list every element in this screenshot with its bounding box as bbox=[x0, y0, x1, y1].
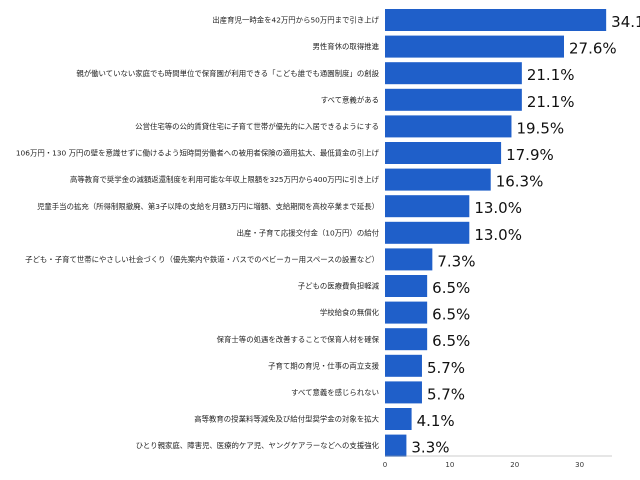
category-label: 106万円・130 万円の壁を意識せずに働けるよう短時間労働者への被用者保険の適… bbox=[16, 149, 380, 158]
x-tick-label: 30 bbox=[575, 461, 584, 469]
value-label: 3.3% bbox=[411, 439, 449, 457]
bar bbox=[385, 381, 422, 404]
bar bbox=[385, 328, 428, 351]
category-label: すべて意義を感じられない bbox=[291, 388, 379, 397]
value-label: 13.0% bbox=[474, 226, 522, 244]
value-label: 17.9% bbox=[506, 146, 554, 164]
value-label: 16.3% bbox=[496, 173, 544, 191]
value-label: 27.6% bbox=[569, 40, 617, 58]
category-label: 親が働いていない家庭でも時間単位で保育園が利用できる「こども誰でも通園制度」の創… bbox=[76, 69, 379, 78]
bar bbox=[385, 168, 491, 191]
category-label: 児童手当の拡充（所得制限撤廃、第3子以降の支給を月額3万円に増額、支給期間を高校… bbox=[37, 202, 379, 211]
bar bbox=[385, 275, 428, 297]
bar bbox=[385, 434, 407, 457]
category-label: 高等教育で奨学金の減額返還制度を利用可能な年収上限額を325万円から400万円に… bbox=[70, 175, 380, 184]
category-label: 子どもの医療費負担軽減 bbox=[298, 282, 380, 291]
category-label: 出産育児一時金を42万円から50万円まで引き上げ bbox=[212, 16, 379, 25]
value-labels-layer: 34.1% 27.6% 21.1% 21.1% 19.5% 17.9% 16.3% 13.0%… bbox=[411, 13, 640, 457]
category-label: すべて意義がある bbox=[321, 95, 379, 104]
bar bbox=[385, 301, 428, 324]
value-label: 6.5% bbox=[432, 332, 470, 350]
value-label: 5.7% bbox=[427, 385, 465, 403]
category-label: 子ども・子育て世帯にやさしい社会づくり（優先案内や鉄道・バスでのベビーカー用スペ… bbox=[25, 255, 379, 264]
value-label: 21.1% bbox=[527, 93, 575, 111]
value-label: 6.5% bbox=[432, 279, 470, 297]
bar bbox=[385, 115, 512, 138]
bar bbox=[385, 88, 522, 111]
x-tick-label: 0 bbox=[383, 461, 387, 469]
x-tick-label: 20 bbox=[510, 461, 519, 469]
value-label: 5.7% bbox=[427, 359, 465, 377]
x-tick-label: 10 bbox=[445, 461, 454, 469]
category-label: 公営住宅等の公的賃貸住宅に子育て世帯が優先的に入居できるようにする bbox=[135, 122, 379, 131]
category-label: 男性育休の取得推進 bbox=[312, 42, 379, 51]
category-label: 保育士等の処遇を改善することで保育人材を確保 bbox=[217, 335, 380, 344]
category-label: ひとり親家庭、障害児、医療的ケア児、ヤングケアラーなどへの支援強化 bbox=[136, 441, 380, 450]
bar bbox=[385, 354, 422, 377]
value-label: 34.1% bbox=[611, 13, 640, 31]
value-label: 21.1% bbox=[527, 66, 575, 84]
bar bbox=[385, 35, 565, 58]
value-label: 13.0% bbox=[474, 199, 522, 217]
bar bbox=[385, 9, 607, 31]
bars-layer bbox=[385, 9, 607, 457]
bar bbox=[385, 248, 433, 271]
value-label: 7.3% bbox=[437, 252, 475, 270]
bar bbox=[385, 195, 470, 218]
category-label: 学校給食の無償化 bbox=[320, 308, 380, 317]
category-label: 子育て期の育児・仕事の両立支援 bbox=[268, 361, 379, 370]
category-label: 出産・子育て応援交付金（10万円）の給付 bbox=[237, 228, 380, 237]
bar bbox=[385, 408, 412, 430]
category-label: 高等教育の授業料等減免及び給付型奨学金の対象を拡大 bbox=[194, 415, 379, 424]
category-labels-layer: 出産育児一時金を42万円から50万円まで引き上げ男性育休の取得推進親が働いていな… bbox=[16, 16, 380, 451]
x-axis: 0 10 20 30 bbox=[383, 455, 612, 469]
bar bbox=[385, 142, 502, 164]
bar bbox=[385, 62, 522, 85]
value-label: 4.1% bbox=[417, 412, 455, 430]
value-label: 6.5% bbox=[432, 306, 470, 324]
bar bbox=[385, 221, 470, 244]
value-label: 19.5% bbox=[516, 119, 564, 137]
